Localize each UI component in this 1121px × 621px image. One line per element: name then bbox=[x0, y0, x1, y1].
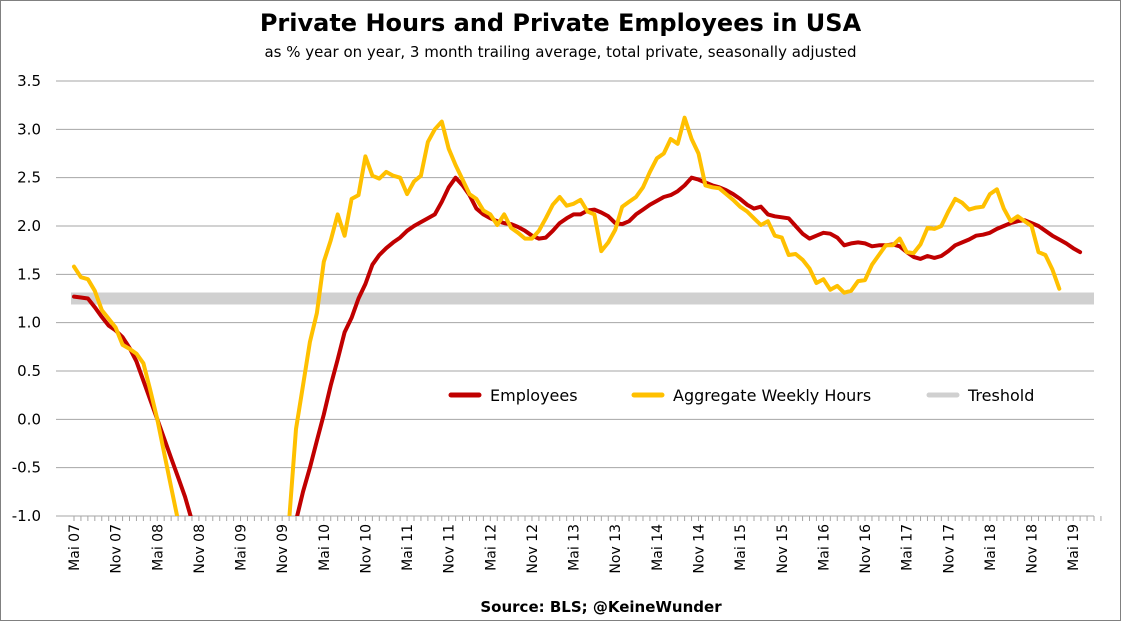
x-tick-label: Nov 18 bbox=[1025, 524, 1041, 574]
chart-source: Source: BLS; @KeineWunder bbox=[480, 598, 722, 616]
y-tick-label: 2.5 bbox=[17, 169, 41, 187]
y-tick-label: 3.0 bbox=[17, 120, 41, 138]
x-axis-ticks bbox=[73, 516, 1102, 521]
x-axis-labels: Mai 07 Nov 07 Mai 08 Nov 08 Mai 09 Nov 09 Mai … bbox=[67, 524, 1082, 574]
x-tick-label: Mai 14 bbox=[650, 524, 666, 571]
legend-threshold-label: Treshold bbox=[967, 386, 1034, 405]
x-tick-label: Mai 15 bbox=[733, 524, 749, 571]
series-lines bbox=[72, 115, 1083, 516]
y-tick-label: 0.5 bbox=[17, 362, 41, 380]
y-tick-label: 3.5 bbox=[17, 72, 41, 90]
y-tick-label: 0.0 bbox=[17, 410, 41, 428]
x-tick-label: Nov 17 bbox=[941, 524, 957, 574]
y-tick-label: 1.5 bbox=[17, 265, 41, 283]
y-tick-label: -1.0 bbox=[12, 507, 41, 525]
x-tick-label: Nov 14 bbox=[691, 524, 707, 574]
x-tick-label: Nov 12 bbox=[525, 524, 541, 574]
x-tick-label: Mai 10 bbox=[317, 524, 333, 571]
x-tick-label: Mai 16 bbox=[816, 524, 832, 571]
chart-plot: 3.5 3.0 2.5 2.0 1.5 1.0 0.5 0.0 -0.5 -1.0 Mai 07 N… bbox=[12, 72, 1102, 574]
x-tick-label: Nov 08 bbox=[192, 524, 208, 574]
legend-employees-label: Employees bbox=[490, 386, 578, 405]
threshold-band-rect bbox=[71, 292, 1094, 305]
series-line-weekly-hours bbox=[72, 115, 1062, 516]
x-tick-label: Mai 19 bbox=[1066, 524, 1082, 571]
x-tick-label: Nov 16 bbox=[858, 524, 874, 574]
x-tick-label: Mai 18 bbox=[983, 524, 999, 571]
chart-title: Private Hours and Private Employees in U… bbox=[259, 9, 862, 37]
x-tick-label: Mai 11 bbox=[400, 524, 416, 571]
x-tick-label: Mai 13 bbox=[567, 524, 583, 571]
x-tick-label: Mai 08 bbox=[150, 524, 166, 571]
x-tick-label: Mai 07 bbox=[67, 524, 83, 571]
threshold-band bbox=[71, 292, 1094, 305]
x-tick-label: Nov 13 bbox=[608, 524, 624, 574]
chart-subtitle: as % year on year, 3 month trailing aver… bbox=[264, 43, 857, 61]
x-tick-label: Nov 10 bbox=[358, 524, 374, 574]
y-tick-label: 2.0 bbox=[17, 217, 41, 235]
legend: Employees Aggregate Weekly Hours Treshold bbox=[448, 386, 1034, 405]
y-tick-label: 1.0 bbox=[17, 314, 41, 332]
series-line-employees bbox=[72, 175, 1083, 516]
x-tick-label: Mai 17 bbox=[900, 524, 916, 571]
x-tick-label: Nov 15 bbox=[775, 524, 791, 574]
gridlines bbox=[56, 80, 1094, 517]
y-axis-labels: 3.5 3.0 2.5 2.0 1.5 1.0 0.5 0.0 -0.5 -1.0 bbox=[12, 72, 41, 525]
x-tick-label: Mai 12 bbox=[483, 524, 499, 571]
legend-weekly-hours-label: Aggregate Weekly Hours bbox=[673, 386, 871, 405]
y-tick-label: -0.5 bbox=[12, 459, 41, 477]
x-tick-label: Nov 11 bbox=[442, 524, 458, 574]
x-tick-label: Nov 09 bbox=[275, 524, 291, 574]
x-tick-label: Mai 09 bbox=[234, 524, 250, 571]
x-tick-label: Nov 07 bbox=[109, 524, 125, 574]
